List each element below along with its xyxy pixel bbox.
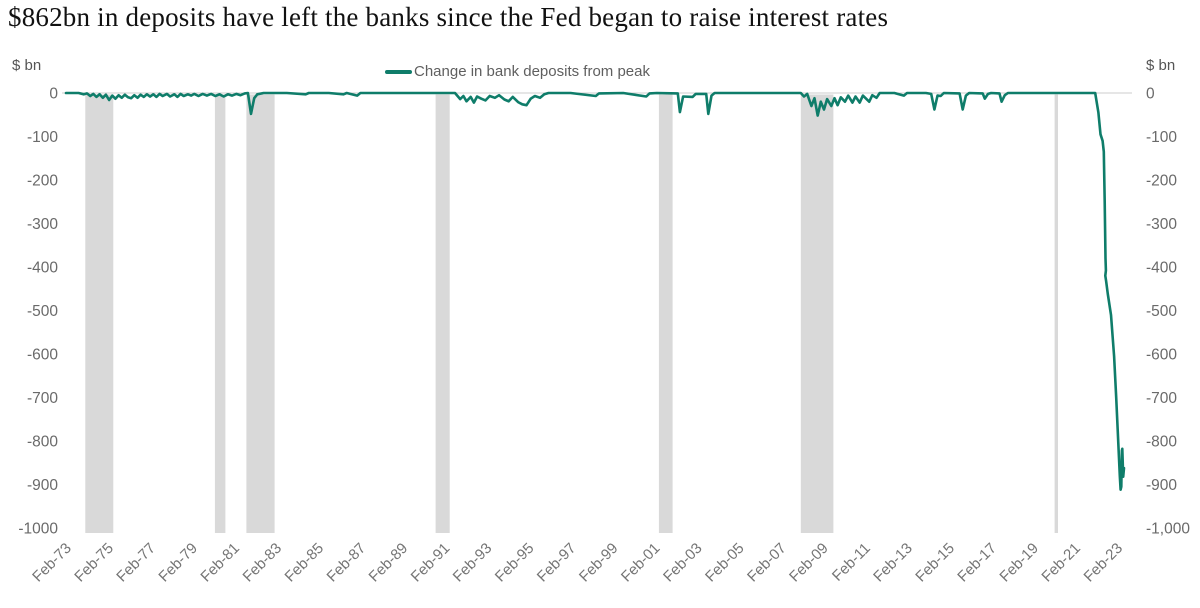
y-tick-label-right: -900 (1146, 477, 1177, 494)
y-tick-label-right: -300 (1146, 216, 1177, 233)
y-tick-label-right: -700 (1146, 390, 1177, 407)
y-tick-label-right: -400 (1146, 260, 1177, 277)
x-tick-label: Feb-11 (829, 540, 874, 585)
x-tick-label: Feb-83 (239, 540, 285, 586)
x-tick-label: Feb-15 (912, 540, 958, 586)
y-tick-label-left: -200 (27, 173, 58, 190)
y-tick-label-left: -900 (27, 477, 58, 494)
right-axis-unit-label: $ bn (1146, 57, 1176, 74)
recession-bands (85, 94, 1058, 533)
y-axis-labels-left: 0 -100 -200 -300 -400 -500 -600 -700 -800 -900 -10… (18, 86, 58, 538)
x-tick-label: Feb-85 (281, 540, 327, 586)
y-tick-label-right: -600 (1146, 347, 1177, 364)
legend-line-swatch (385, 69, 412, 74)
y-tick-label-left: -800 (27, 434, 58, 451)
x-tick-label: Feb-75 (71, 540, 117, 586)
x-tick-label: Feb-81 (197, 540, 243, 586)
x-axis-labels: Feb-73Feb-75Feb-77Feb-79Feb-81Feb-83Feb-… (29, 540, 1126, 586)
deposits-line (64, 91, 1126, 492)
y-tick-label-left: 0 (49, 86, 58, 103)
x-tick-label: Feb-13 (870, 540, 916, 586)
left-axis-unit-label: $ bn (12, 57, 42, 74)
x-tick-label: Feb-77 (113, 540, 159, 586)
x-tick-label: Feb-97 (534, 540, 580, 586)
y-tick-label-right: -100 (1146, 129, 1177, 146)
x-tick-label: Feb-93 (450, 540, 496, 586)
recession-band (1054, 94, 1058, 533)
x-tick-label: Feb-73 (29, 540, 75, 586)
x-tick-label: Feb-17 (954, 540, 1000, 586)
x-tick-label: Feb-23 (1080, 540, 1126, 586)
y-tick-label-left: -100 (27, 129, 58, 146)
legend-label: Change in bank deposits from peak (414, 63, 650, 80)
recession-band (246, 94, 275, 533)
y-tick-label-left: -300 (27, 216, 58, 233)
x-tick-label: Feb-87 (324, 540, 370, 586)
x-tick-label: Feb-07 (744, 540, 790, 586)
y-tick-label-left: -500 (27, 303, 58, 320)
x-tick-label: Feb-95 (492, 540, 538, 586)
x-tick-label: Feb-19 (996, 540, 1042, 586)
y-tick-label-right: -1,000 (1146, 521, 1190, 538)
recession-band (214, 94, 226, 533)
x-tick-label: Feb-09 (786, 540, 832, 586)
chart-title: $862bn in deposits have left the banks s… (8, 2, 889, 32)
recession-band (658, 94, 673, 533)
y-axis-labels-right: 0 -100 -200 -300 -400 -500 -600 -700 -800 -900 -1,… (1146, 86, 1190, 538)
x-tick-label: Feb-89 (366, 540, 412, 586)
y-tick-label-right: -200 (1146, 173, 1177, 190)
x-tick-label: Feb-99 (576, 540, 622, 586)
y-tick-label-left: -700 (27, 390, 58, 407)
x-tick-label: Feb-21 (1038, 540, 1084, 586)
y-tick-label-left: -400 (27, 260, 58, 277)
x-tick-label: Feb-01 (618, 540, 664, 586)
y-tick-label-left: -600 (27, 347, 58, 364)
y-tick-label-right: -800 (1146, 434, 1177, 451)
recession-band (800, 94, 834, 533)
x-tick-label: Feb-03 (660, 540, 706, 586)
x-tick-label: Feb-79 (155, 540, 201, 586)
y-tick-label-right: -500 (1146, 303, 1177, 320)
recession-band (435, 94, 450, 533)
legend: Change in bank deposits from peak (385, 63, 650, 80)
y-tick-label-left: -1000 (18, 521, 58, 538)
recession-band (85, 94, 114, 533)
x-tick-label: Feb-91 (408, 540, 454, 586)
y-tick-label-right: 0 (1146, 86, 1155, 103)
x-tick-label: Feb-05 (702, 540, 748, 586)
